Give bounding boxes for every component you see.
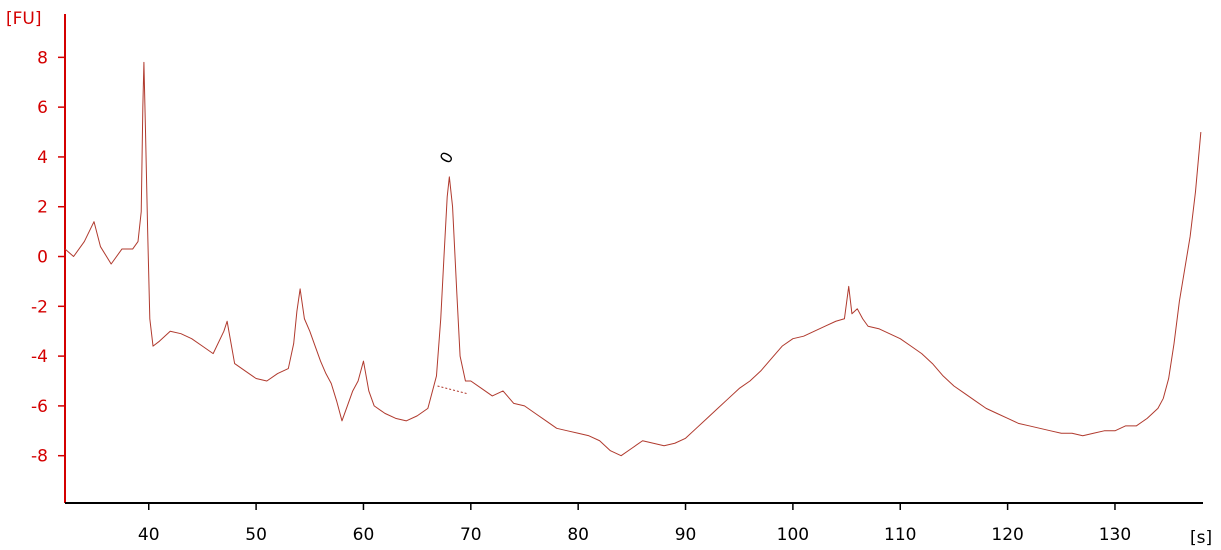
x-tick-label: 130 — [1099, 525, 1131, 545]
peaks-group: 0 — [436, 148, 467, 394]
x-tick-label: 40 — [138, 525, 160, 545]
x-tick-label: 50 — [245, 525, 267, 545]
x-axis: [s] — [65, 502, 1212, 548]
x-axis-unit-label: [s] — [1190, 528, 1212, 548]
x-tick-label: 120 — [991, 525, 1023, 545]
x-tick-label: 90 — [675, 525, 697, 545]
y-axis-unit-label: [FU] — [6, 9, 42, 29]
y-tick-label: 6 — [37, 98, 48, 118]
series-line — [64, 61, 1202, 457]
peak-label: 0 — [436, 148, 458, 166]
y-tick-label: -2 — [31, 297, 48, 317]
y-tick-label: -6 — [31, 397, 48, 417]
peak-baseline — [437, 385, 467, 394]
x-tick-label: 70 — [460, 525, 482, 545]
y-tick-label: 8 — [37, 48, 48, 68]
y-tick-label: 4 — [37, 148, 48, 168]
y-tick-label: 0 — [37, 248, 48, 268]
y-tick-label: 2 — [37, 198, 48, 218]
y-tick-label: -4 — [31, 347, 48, 367]
y-axis: [FU] — [6, 9, 66, 503]
x-ticks: 40 50 60 70 80 90 100 110 120 130 — [138, 503, 1131, 545]
x-tick-label: 80 — [567, 525, 589, 545]
x-tick-label: 60 — [353, 525, 375, 545]
x-tick-label: 100 — [777, 525, 809, 545]
y-tick-label: -8 — [31, 447, 48, 467]
series-group — [64, 61, 1202, 457]
y-ticks: -8 -6 -4 -2 0 2 4 6 8 — [31, 48, 65, 467]
x-tick-label: 110 — [884, 525, 916, 545]
